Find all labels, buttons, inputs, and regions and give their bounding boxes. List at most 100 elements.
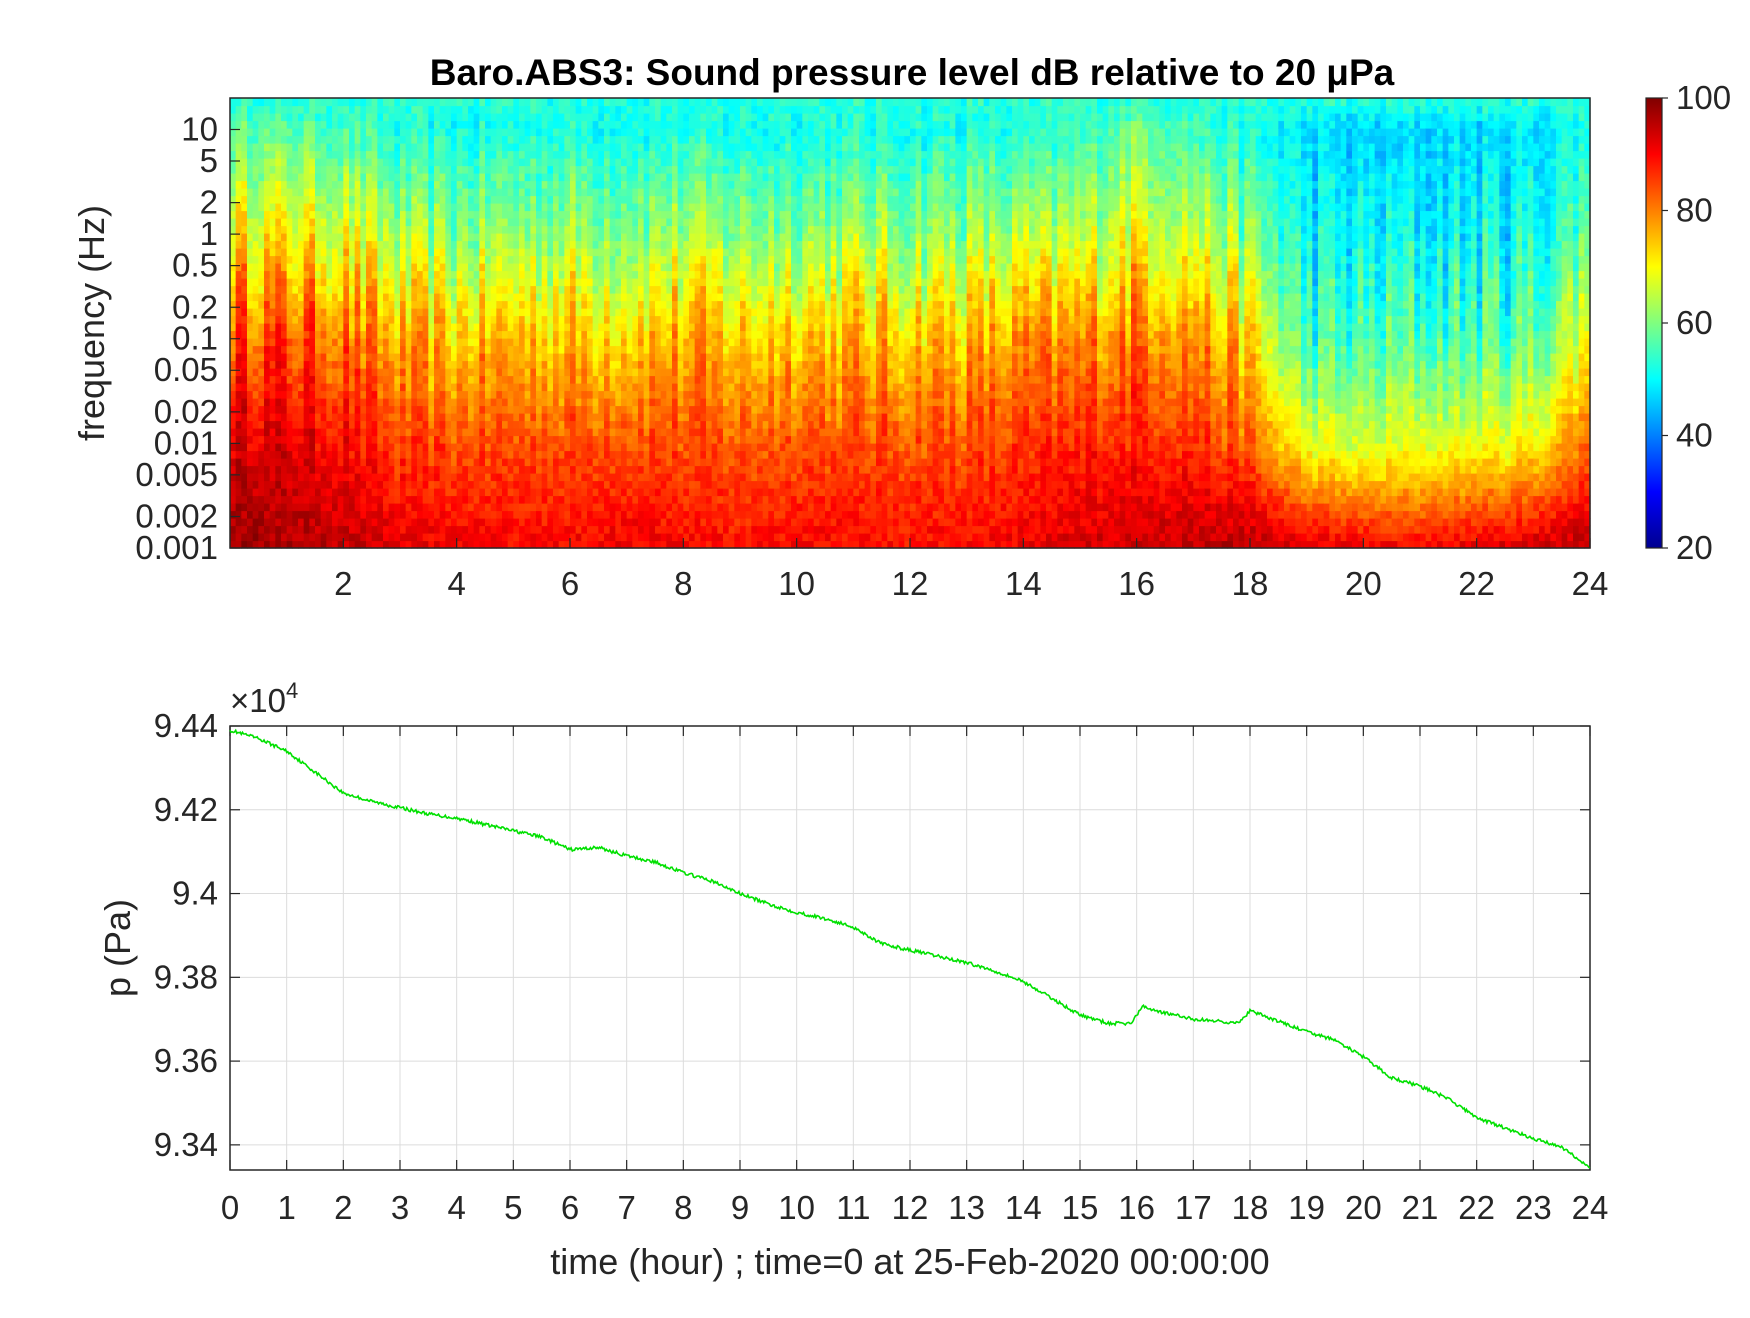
spectrogram-cell (490, 128, 497, 137)
spectrogram-cell (513, 428, 520, 437)
spectrogram-cell (490, 135, 497, 144)
spectrogram-cell (343, 330, 350, 339)
spectrogram-cell (235, 165, 242, 174)
spectrogram-cell (485, 270, 492, 279)
spectrogram-cell (655, 443, 662, 452)
spectrogram-cell (337, 180, 344, 189)
spectrogram-cell (519, 413, 526, 422)
spectrogram-cell (547, 270, 554, 279)
spectrogram-cell (592, 368, 599, 377)
spectrogram-cell (660, 98, 667, 107)
spectrogram-cell (587, 405, 594, 414)
spectrogram-cell (632, 323, 639, 332)
spectrogram-cell (502, 345, 509, 354)
spectrogram-cell (632, 120, 639, 129)
spectrogram-cell (439, 353, 446, 362)
spectrogram-cell (575, 413, 582, 422)
spectrogram-cell (394, 368, 401, 377)
spectrogram-cell (422, 263, 429, 272)
spectrogram-cell (309, 473, 316, 482)
spectrogram-cell (462, 458, 469, 467)
spectrogram-cell (428, 353, 435, 362)
spectrogram-cell (451, 398, 458, 407)
spectrogram-cell (672, 173, 679, 182)
spectrogram-cell (541, 180, 548, 189)
spectrogram-cell (343, 345, 350, 354)
spectrogram-cell (643, 398, 650, 407)
spectrogram-cell (660, 518, 667, 527)
spectrogram-cell (638, 413, 645, 422)
spectrogram-cell (553, 203, 560, 212)
spectrogram-cell (269, 465, 276, 474)
spectrogram-cell (394, 503, 401, 512)
spectrogram-cell (422, 495, 429, 504)
spectrogram-cell (683, 323, 690, 332)
spectrogram-cell (303, 510, 310, 519)
spectrogram-cell (530, 270, 537, 279)
spectrogram-cell (247, 368, 254, 377)
spectrogram-cell (575, 128, 582, 137)
spectrogram-cell (439, 105, 446, 114)
spectrogram-cell (417, 458, 424, 467)
spectrogram-cell (519, 435, 526, 444)
spectrogram-cell (507, 135, 514, 144)
spectrogram-cell (553, 465, 560, 474)
spectrogram-cell (451, 150, 458, 159)
spectrogram-cell (507, 105, 514, 114)
spectrogram-cell (445, 233, 452, 242)
spectrogram-cell (626, 428, 633, 437)
spectrogram-cell (303, 300, 310, 309)
spectrogram-cell (405, 495, 412, 504)
spectrogram-cell (632, 128, 639, 137)
spectrogram-cell (609, 113, 616, 122)
spectrogram-cell (326, 188, 333, 197)
spectrogram-cell (598, 473, 605, 482)
spectrogram-cell (666, 255, 673, 264)
spectrogram-cell (592, 293, 599, 302)
spectrogram-cell (513, 540, 520, 549)
spectrogram-cell (530, 443, 537, 452)
spectrogram-cell (349, 210, 356, 219)
spectrogram-cell (553, 518, 560, 527)
spectrogram-cell (672, 203, 679, 212)
spectrogram-cell (235, 255, 242, 264)
spectrogram-cell (451, 353, 458, 362)
spectrogram-cell (445, 353, 452, 362)
spectrogram-cell (252, 323, 259, 332)
spectrogram-cell (343, 360, 350, 369)
spectrogram-cell (286, 435, 293, 444)
spectrogram-cell (496, 120, 503, 129)
spectrogram-cell (411, 540, 418, 549)
spectrogram-cell (587, 143, 594, 152)
spectrogram-cell (564, 428, 571, 437)
spectrogram-cell (689, 345, 696, 354)
spectrogram-cell (439, 458, 446, 467)
spectrogram-cell (649, 405, 656, 414)
spectrogram-cell (541, 518, 548, 527)
spectrogram-cell (468, 413, 475, 422)
spectrogram-cell (575, 525, 582, 534)
spectrogram-cell (303, 278, 310, 287)
spectrogram-cell (298, 165, 305, 174)
spectrogram-cell (672, 233, 679, 242)
spectrogram-cell (530, 450, 537, 459)
spectrogram-cell (247, 518, 254, 527)
spectrogram-cell (615, 180, 622, 189)
spectrogram-cell (462, 368, 469, 377)
spectrogram-cell (264, 263, 271, 272)
spectrogram-cell (417, 105, 424, 114)
spectrogram-cell (286, 405, 293, 414)
spectrogram-cell (615, 390, 622, 399)
spectrogram-cell (332, 293, 339, 302)
spectrogram-cell (422, 188, 429, 197)
spectrogram-cell (400, 413, 407, 422)
spectrogram-cell (530, 473, 537, 482)
spectrogram-cell (473, 98, 480, 107)
spectrogram-cell (275, 420, 282, 429)
spectrogram-cell (337, 413, 344, 422)
spectrogram-cell (683, 120, 690, 129)
spectrogram-cell (570, 203, 577, 212)
spectrogram-cell (422, 120, 429, 129)
spectrogram-cell (541, 210, 548, 219)
spectrogram-cell (660, 150, 667, 159)
